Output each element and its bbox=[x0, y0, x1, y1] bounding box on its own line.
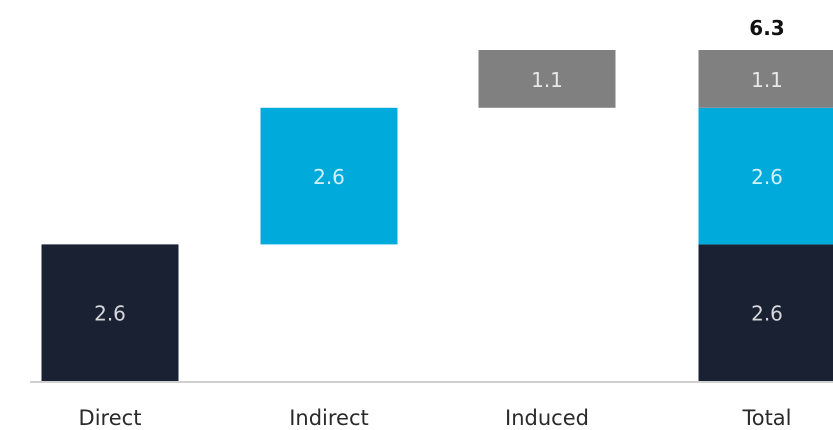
data-label-total-induced: 1.1 bbox=[751, 68, 783, 92]
category-label-direct: Direct bbox=[79, 406, 142, 430]
data-label-indirect-indirect: 2.6 bbox=[313, 165, 345, 189]
category-label-group: Direct Indirect Induced Total bbox=[79, 406, 792, 430]
bar-indirect-indirect bbox=[260, 107, 398, 245]
data-label-direct-direct: 2.6 bbox=[94, 302, 126, 326]
category-label-indirect: Indirect bbox=[289, 406, 369, 430]
bar-total-direct bbox=[698, 244, 833, 381]
data-label-total-indirect: 2.6 bbox=[751, 165, 783, 189]
bar-total-indirect bbox=[698, 107, 833, 245]
bar-group bbox=[41, 50, 833, 381]
data-label-total-direct: 2.6 bbox=[751, 302, 783, 326]
bar-induced-induced bbox=[478, 50, 616, 108]
bar-direct-direct bbox=[41, 244, 179, 381]
category-label-induced: Induced bbox=[505, 406, 589, 430]
data-label-induced-induced: 1.1 bbox=[531, 68, 563, 92]
total-value-label: 6.3 bbox=[749, 16, 784, 40]
bar-total-induced bbox=[698, 50, 833, 108]
segment-label-group: 2.6 2.6 1.1 2.6 2.6 1.1 bbox=[94, 68, 783, 326]
category-label-total: Total bbox=[741, 406, 791, 430]
